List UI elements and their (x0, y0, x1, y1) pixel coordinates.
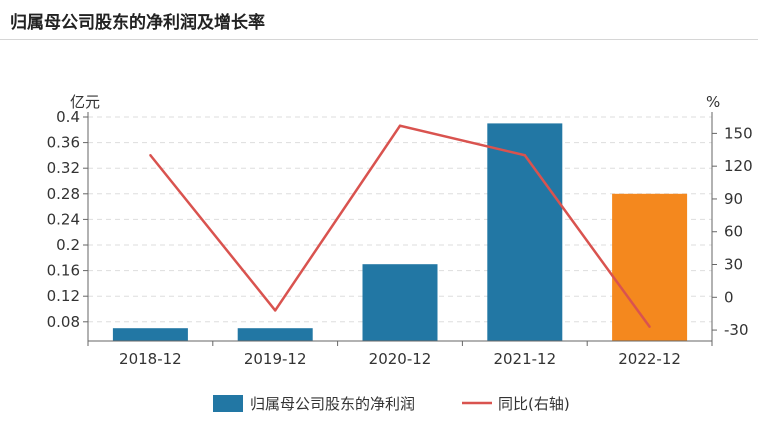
x-tick-label: 2021-12 (493, 350, 556, 368)
axes: 0.08 0.12 0.16 0.2 0.24 0.28 0.32 0.36 0.4 -30 0 30… (47, 108, 753, 368)
left-tick-label: 0.28 (47, 185, 80, 203)
bar (237, 328, 313, 341)
legend: 归属母公司股东的净利润 同比(右轴) (213, 395, 570, 413)
left-tick-label: 0.24 (47, 210, 80, 228)
x-tick-label: 2019-12 (244, 350, 307, 368)
yoy-line (149, 124, 651, 328)
left-tick-label: 0.2 (56, 236, 80, 254)
right-axis-unit: % (706, 93, 720, 111)
bar (487, 123, 563, 342)
bar (362, 264, 438, 341)
left-tick-label: 0.4 (56, 108, 80, 126)
x-tick-label: 2020-12 (369, 350, 432, 368)
right-tick-label: 120 (724, 157, 753, 175)
left-axis-unit: 亿元 (70, 93, 100, 111)
left-tick-label: 0.12 (47, 287, 80, 305)
x-tick-label: 2022-12 (618, 350, 681, 368)
line-point (523, 154, 526, 157)
left-tick-label: 0.16 (47, 262, 80, 280)
right-tick-label: 0 (724, 288, 734, 306)
line-point (149, 154, 152, 157)
line-point (274, 309, 277, 312)
chart-title: 归属母公司股东的净利润及增长率 (10, 13, 265, 33)
right-tick-label: 60 (724, 223, 743, 241)
right-tick-label: 150 (724, 124, 753, 142)
right-tick-label: 90 (724, 190, 743, 208)
line-point (648, 325, 651, 328)
left-tick-label: 0.32 (47, 159, 80, 177)
right-tick-label: -30 (724, 321, 749, 339)
bar (112, 328, 188, 341)
bars (112, 123, 688, 342)
legend-bar-swatch (213, 395, 243, 412)
left-tick-label: 0.36 (47, 134, 80, 152)
x-tick-label: 2018-12 (119, 350, 182, 368)
bar (612, 193, 688, 341)
right-tick-label: 30 (724, 256, 743, 274)
legend-bar-label: 归属母公司股东的净利润 (250, 395, 415, 413)
left-tick-label: 0.08 (47, 313, 80, 331)
grid-lines (88, 116, 712, 323)
legend-line-label: 同比(右轴) (498, 395, 570, 413)
line-point (398, 124, 402, 127)
title-bar: 归属母公司股东的净利润及增长率 (0, 0, 758, 40)
